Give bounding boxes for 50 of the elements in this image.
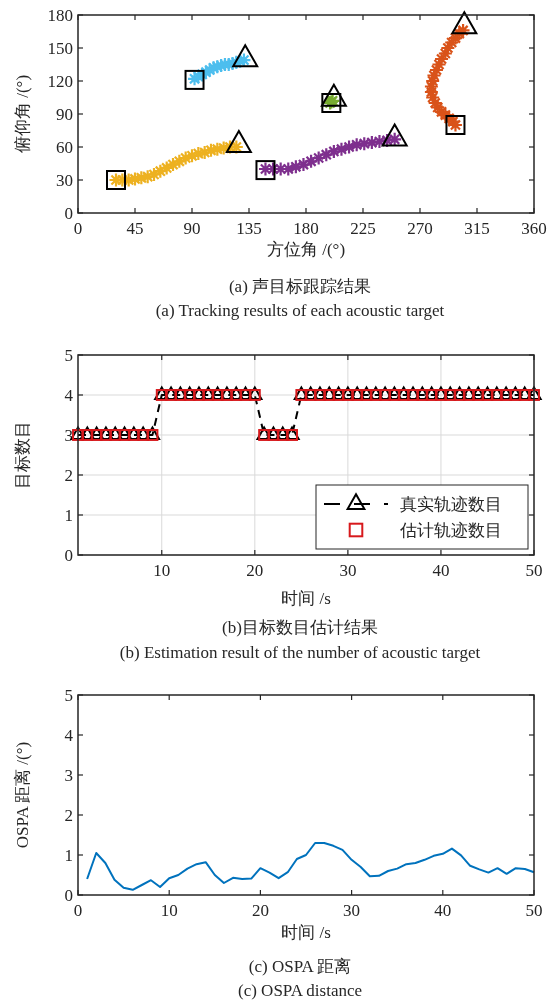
y-tick-label: 4: [64, 386, 74, 405]
legend-label: 估计轨迹数目: [399, 521, 502, 540]
y-tick-label: 3: [64, 766, 73, 785]
x-tick-label: 20: [246, 561, 264, 580]
y-tick-label: 5: [64, 686, 73, 705]
x-tick-label: 50: [525, 901, 543, 920]
y-tick-label: 30: [56, 171, 73, 190]
y-tick-label: 150: [47, 39, 73, 58]
x-tick-label: 360: [521, 219, 547, 238]
x-tick-label: 10: [160, 901, 178, 920]
x-tick-label: 30: [339, 561, 357, 580]
x-tick-label: 40: [432, 561, 450, 580]
x-tick-label: 10: [153, 561, 171, 580]
x-axis-title: 时间 /s: [281, 589, 331, 608]
x-tick-label: 270: [407, 219, 433, 238]
y-tick-label: 1: [64, 846, 73, 865]
text: (b) Estimation result of the number of acoustic target: [119, 643, 481, 662]
y-tick-label: 0: [64, 886, 73, 905]
x-axis-title: 方位角 /(°): [266, 240, 346, 259]
x-tick-label: 225: [350, 219, 376, 238]
y-tick-label: 90: [56, 105, 73, 124]
text: (a) Tracking results of each acoustic target: [155, 301, 445, 320]
text: (c) OSPA 距离: [248, 957, 352, 976]
x-tick-label: 315: [464, 219, 490, 238]
x-tick-label: 135: [236, 219, 262, 238]
y-tick-label: 4: [64, 726, 74, 745]
y-axis-title: 俯仰角 /(°): [13, 74, 32, 154]
x-tick-label: 50: [525, 561, 543, 580]
y-tick-label: 180: [47, 6, 73, 25]
x-tick-label: 90: [183, 219, 201, 238]
x-tick-label: 180: [293, 219, 319, 238]
y-axis-title: OSPA 距离 /(°): [13, 741, 32, 849]
x-tick-label: 30: [343, 901, 361, 920]
y-tick-label: 5: [64, 346, 73, 365]
y-tick-label: 0: [64, 204, 73, 223]
text: (c) OSPA distance: [237, 981, 363, 1000]
y-tick-label: 1: [64, 506, 73, 525]
x-axis-title: 时间 /s: [281, 923, 331, 942]
x-tick-label: 40: [434, 901, 452, 920]
y-tick-label: 2: [64, 806, 73, 825]
y-tick-label: 120: [47, 72, 73, 91]
y-tick-label: 60: [56, 138, 73, 157]
legend-label: 真实轨迹数目: [400, 495, 502, 514]
text: (a) 声目标跟踪结果: [228, 277, 372, 296]
y-tick-label: 0: [64, 546, 73, 565]
text: (b)目标数目估计结果: [222, 618, 378, 637]
y-tick-label: 2: [64, 466, 73, 485]
x-tick-label: 20: [251, 901, 269, 920]
x-tick-label: 45: [126, 219, 144, 238]
y-axis-title: 目标数目: [13, 421, 32, 489]
